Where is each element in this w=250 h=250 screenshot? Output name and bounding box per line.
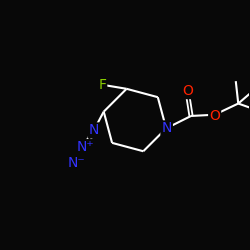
Text: N: N bbox=[88, 124, 99, 138]
Text: O: O bbox=[209, 109, 220, 123]
Text: N⁻: N⁻ bbox=[68, 156, 86, 170]
Text: N: N bbox=[162, 122, 172, 136]
Text: N⁺: N⁺ bbox=[76, 140, 94, 154]
Text: F: F bbox=[98, 78, 106, 92]
Text: O: O bbox=[182, 84, 193, 98]
